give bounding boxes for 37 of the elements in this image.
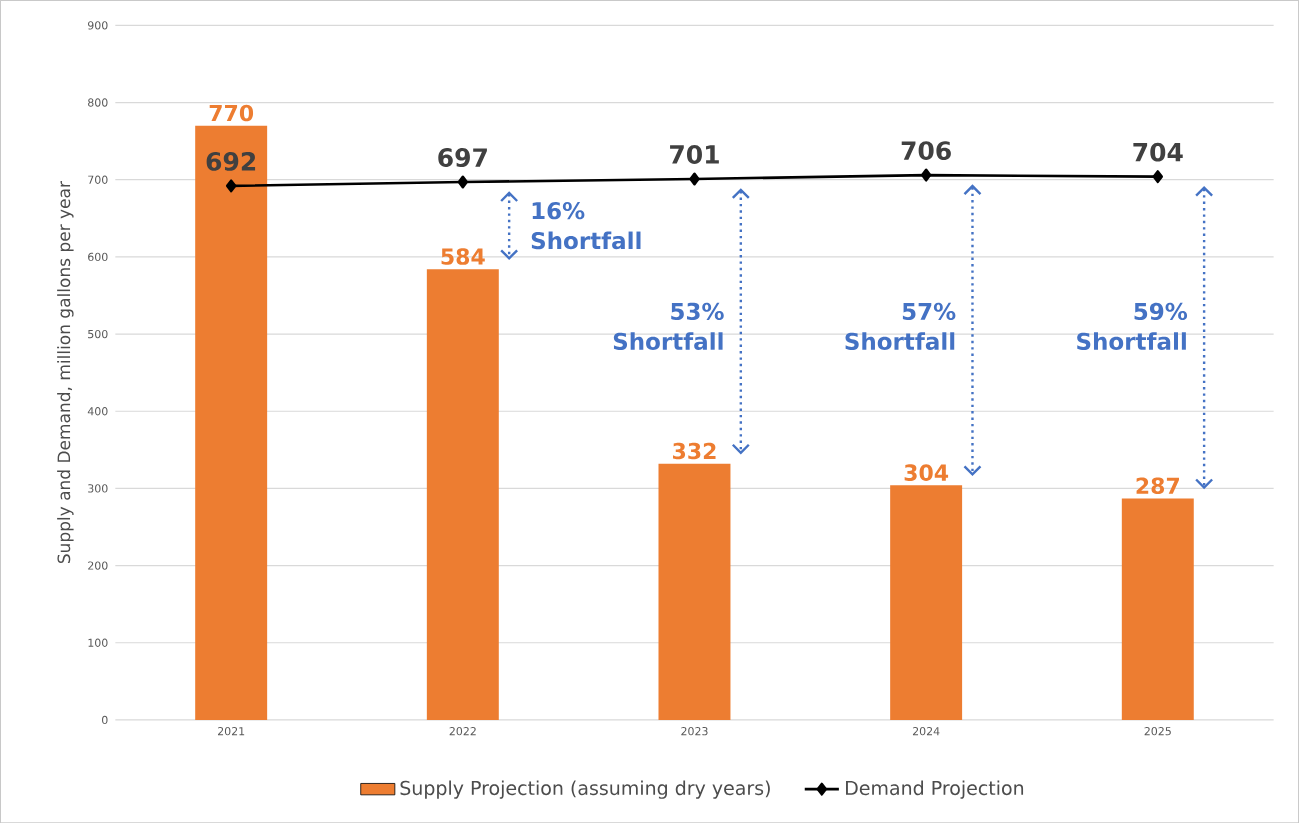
data-label: 706 bbox=[901, 140, 951, 160]
bar bbox=[426, 269, 499, 720]
x-tick-label: 2022 bbox=[449, 726, 476, 736]
y-tick-label: 900 bbox=[87, 21, 108, 30]
data-label: 332 bbox=[673, 442, 716, 460]
annotation: 57% Shortfall bbox=[845, 302, 956, 350]
legend-label: Demand Projection bbox=[846, 780, 1024, 799]
data-label: 704 bbox=[1133, 142, 1183, 162]
bar bbox=[890, 485, 963, 720]
y-tick-label: 400 bbox=[87, 406, 108, 416]
y-tick-label: 200 bbox=[88, 561, 108, 570]
x-tick-label: 2023 bbox=[681, 726, 708, 736]
y-tick-label: 300 bbox=[88, 484, 108, 493]
annotation: 16% Shortfall bbox=[531, 201, 641, 250]
x-tick-label: 2025 bbox=[1144, 726, 1171, 736]
data-label: 770 bbox=[209, 104, 254, 122]
data-label: 701 bbox=[670, 144, 719, 164]
annotation: 53% Shortfall bbox=[613, 302, 724, 350]
y-tick-label: 500 bbox=[88, 329, 108, 339]
x-tick-label: 2024 bbox=[912, 726, 940, 736]
legend-label: Supply Projection (assuming dry years) bbox=[400, 780, 770, 799]
y-tick-label: 700 bbox=[88, 175, 108, 184]
data-label: 287 bbox=[1136, 477, 1179, 494]
data-label: 692 bbox=[206, 151, 256, 171]
x-tick-label: 2021 bbox=[217, 726, 245, 736]
y-tick-label: 600 bbox=[88, 252, 108, 261]
y-axis-title: Supply and Demand, million gallons per year bbox=[57, 180, 74, 563]
bar bbox=[658, 463, 731, 720]
y-tick-label: 100 bbox=[88, 638, 108, 647]
bar bbox=[195, 125, 268, 720]
y-tick-label: 800 bbox=[88, 98, 108, 107]
y-tick-label: 0 bbox=[102, 715, 108, 724]
data-label: 697 bbox=[438, 147, 487, 167]
bar bbox=[1121, 498, 1194, 720]
annotation: 59% Shortfall bbox=[1077, 302, 1188, 350]
data-label: 304 bbox=[904, 464, 949, 481]
data-label: 584 bbox=[441, 248, 485, 265]
